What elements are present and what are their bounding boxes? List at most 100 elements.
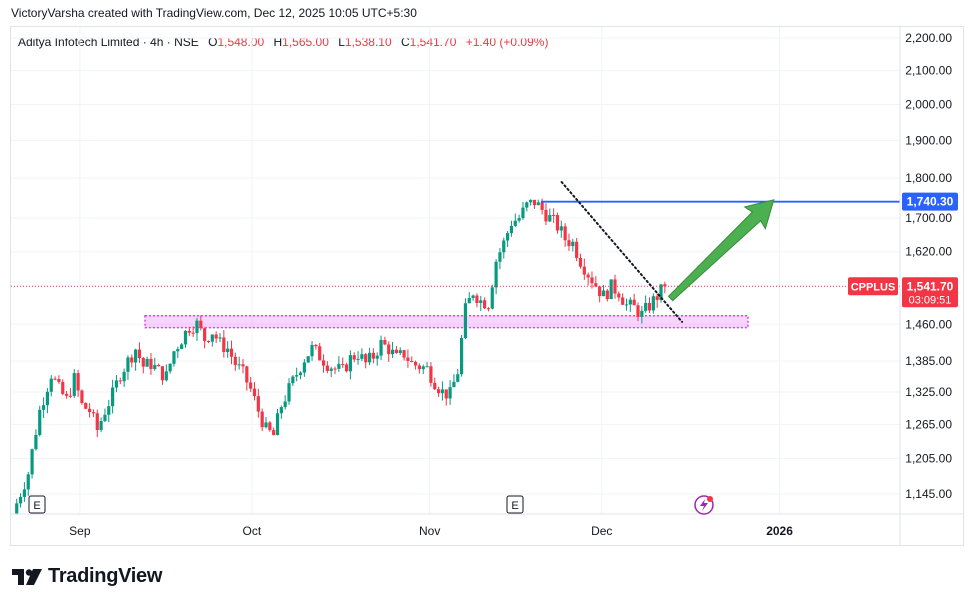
candle-body <box>341 364 345 366</box>
y-tick-label: 1,265.00 <box>905 417 952 431</box>
price-chart[interactable]: 2,200.00 2,100.00 2,000.00 1,900.00 1,800.00… <box>0 0 974 560</box>
lightning-event-icon[interactable] <box>694 495 714 515</box>
tradingview-logo[interactable]: TradingView <box>12 565 162 588</box>
candle-body <box>191 332 195 334</box>
candle-body <box>45 391 50 406</box>
candle-body <box>107 406 111 415</box>
x-tick-label: Nov <box>419 524 440 538</box>
candle-body <box>141 358 145 367</box>
candle-body <box>160 366 165 381</box>
chart-frame <box>10 26 964 546</box>
candle-body <box>302 362 306 373</box>
y-tick-label: 1,700.00 <box>905 211 952 225</box>
candle-body <box>210 334 214 342</box>
candle-body <box>153 364 157 369</box>
candle-body <box>456 374 460 382</box>
y-tick-label: 1,900.00 <box>905 133 952 147</box>
candle-body <box>252 388 257 397</box>
candle-body <box>176 349 180 352</box>
candle-body <box>145 358 149 367</box>
y-tick-label: 1,620.00 <box>905 245 952 259</box>
candle-body <box>621 297 625 305</box>
x-tick-label: 2026 <box>766 524 793 538</box>
candle-body <box>651 296 655 311</box>
candle-body <box>463 303 468 339</box>
candle-body <box>387 344 391 355</box>
event-alert-dot <box>707 496 713 502</box>
candle-body <box>544 209 548 222</box>
current-price-tag <box>902 277 958 308</box>
candle-body <box>214 334 218 339</box>
candle-body <box>318 346 322 361</box>
projection-arrow <box>667 199 775 302</box>
candle-body <box>644 302 648 311</box>
candle-body <box>157 364 161 367</box>
candle-body <box>605 290 609 300</box>
candle-body <box>529 199 533 203</box>
candle-body <box>410 360 414 362</box>
candle-body <box>356 358 360 360</box>
candle-body <box>582 266 586 275</box>
candle-body <box>647 302 652 311</box>
candle-body <box>333 368 337 370</box>
candle-body <box>655 296 659 301</box>
candle-body <box>114 380 119 388</box>
candle-body <box>628 299 632 305</box>
candle-body <box>283 401 287 408</box>
candle-body <box>268 422 272 431</box>
y-tick-label: 1,205.00 <box>905 451 952 465</box>
candle-body <box>609 279 613 300</box>
candle-body <box>506 233 510 241</box>
earnings-event-box <box>28 495 46 514</box>
candle-body <box>364 354 368 363</box>
support-zone-rect <box>144 314 749 329</box>
candle-body <box>521 207 525 219</box>
earnings-event-box <box>506 495 524 514</box>
candle-body <box>502 240 506 253</box>
chart-grid <box>11 27 900 514</box>
candle-body <box>532 199 537 206</box>
bar-countdown-label: 03:09:51 <box>909 294 952 306</box>
trendline <box>560 181 684 323</box>
candle-body <box>38 409 42 435</box>
earnings-event-marker[interactable]: E <box>28 495 46 514</box>
candle-body <box>260 411 264 428</box>
candle-body <box>394 349 398 354</box>
candle-body <box>429 366 433 383</box>
candle-body <box>360 354 364 359</box>
x-tick-label: Sep <box>69 524 91 538</box>
candle-body <box>53 378 57 380</box>
candle-body <box>632 299 636 306</box>
candle-body <box>218 337 222 339</box>
candle-body <box>624 304 629 306</box>
candle-body <box>26 474 30 490</box>
candle-body <box>436 389 441 394</box>
candle-body <box>471 295 475 299</box>
candle-body <box>575 241 579 258</box>
candle-body <box>103 414 107 422</box>
y-tick-label: 2,200.00 <box>905 31 952 45</box>
candle-body <box>264 422 268 428</box>
candle-body <box>272 430 276 436</box>
candle-body <box>233 356 237 365</box>
candle-body <box>72 373 76 396</box>
candle-body <box>15 503 19 514</box>
candle-body <box>99 421 103 431</box>
candle-body <box>433 382 437 390</box>
y-tick-label: 1,460.00 <box>905 317 952 331</box>
high-label: H <box>273 35 283 49</box>
candle-body <box>440 389 445 394</box>
candle-body <box>137 349 142 359</box>
candle-body <box>475 295 479 304</box>
candle-body <box>118 380 122 382</box>
candle-body <box>598 286 602 297</box>
candle-body <box>636 305 640 317</box>
drawings <box>11 181 900 323</box>
open-label: O <box>208 35 218 49</box>
earnings-event-label: E <box>33 500 40 512</box>
candle-body <box>237 364 241 366</box>
candle-body <box>306 356 310 363</box>
earnings-event-marker[interactable]: E <box>506 495 524 514</box>
candle-body <box>513 220 517 226</box>
